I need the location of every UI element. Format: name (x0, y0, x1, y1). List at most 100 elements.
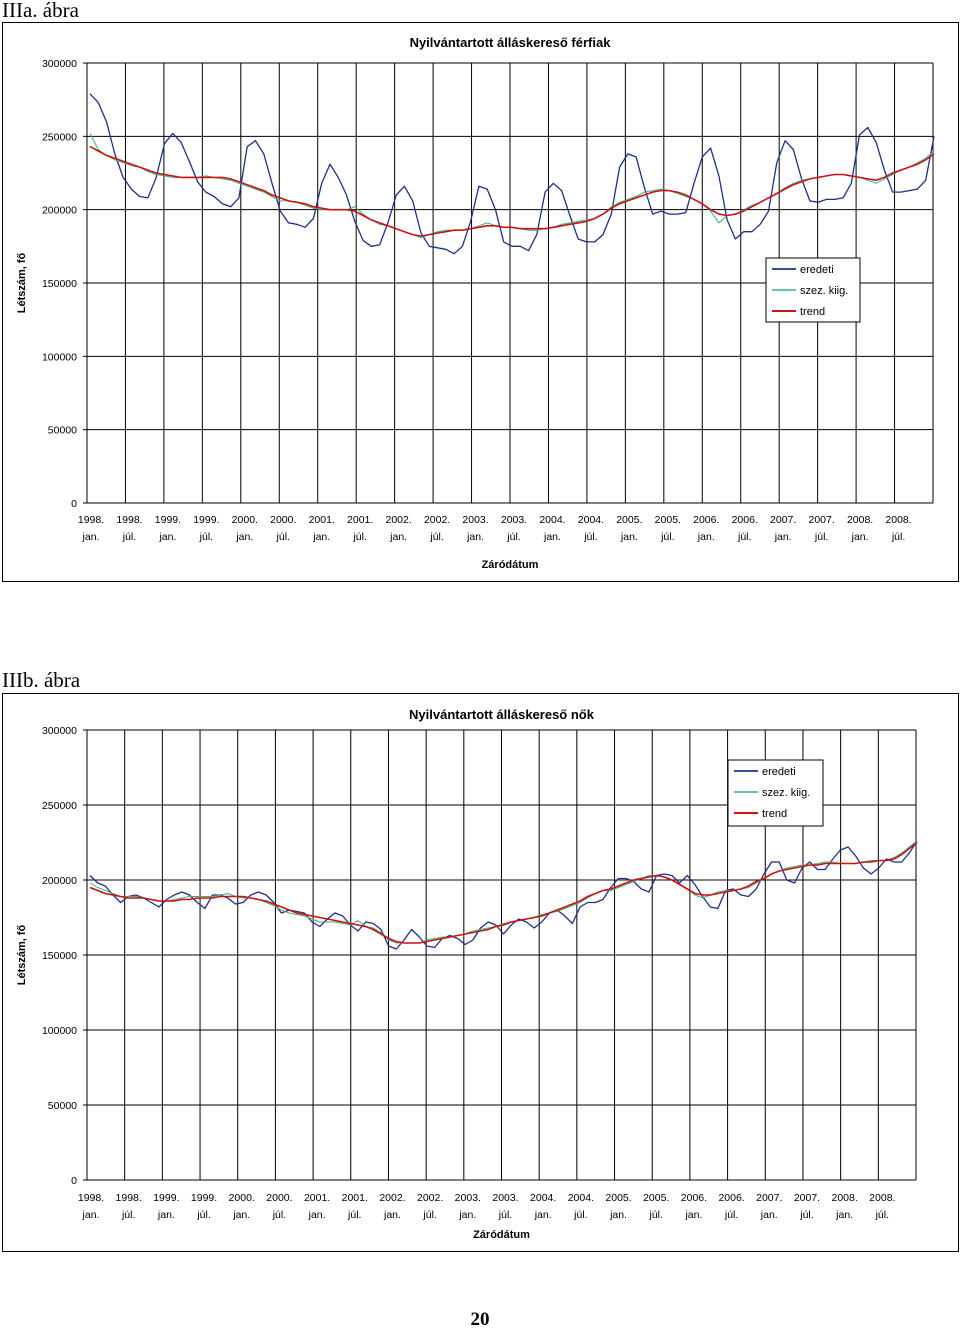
x-tick-label-month: jan. (308, 1209, 326, 1221)
x-tick-label-year: 2000. (229, 1192, 255, 1204)
x-tick-label-year: 2004. (578, 514, 604, 526)
x-tick-label-month: jan. (697, 531, 715, 543)
y-tick-label: 100000 (42, 1025, 77, 1037)
x-tick-label-month: jan. (458, 1209, 476, 1221)
x-tick-label-month: jan. (684, 1209, 702, 1221)
x-tick-label-month: júl. (429, 531, 443, 543)
x-tick-label-year: 2008. (869, 1192, 895, 1204)
x-tick-label-month: júl. (352, 531, 366, 543)
x-tick-label-month: jan. (851, 531, 869, 543)
x-tick-label-year: 2000. (232, 514, 258, 526)
page-number: 20 (470, 1309, 490, 1330)
x-tick-label-year: 2008. (831, 1192, 857, 1204)
x-tick-label-month: jan. (383, 1209, 401, 1221)
x-tick-label-year: 1998. (78, 1192, 104, 1204)
x-tick-label-month: jan. (157, 1209, 175, 1221)
y-axis-label: Létszám, fő (16, 252, 28, 313)
x-tick-label-year: 2006. (681, 1192, 707, 1204)
x-tick-label-year: 2007. (794, 1192, 820, 1204)
x-tick-label-year: 2002. (379, 1192, 405, 1204)
x-axis-label: Záródátum (473, 1229, 530, 1241)
x-axis-label: Záródátum (482, 559, 539, 571)
x-tick-label-year: 1999. (191, 1192, 217, 1204)
y-tick-label: 50000 (48, 425, 77, 437)
y-tick-label: 250000 (42, 800, 77, 812)
x-tick-label-month: júl. (506, 531, 520, 543)
x-tick-label-month: jan. (82, 531, 100, 543)
series-line-trend (89, 145, 935, 237)
x-tick-label-month: júl. (347, 1209, 361, 1221)
x-tick-label-year: 2006. (732, 514, 758, 526)
x-tick-label-month: júl. (276, 531, 290, 543)
x-tick-label-month: jan. (760, 1209, 778, 1221)
x-tick-label-year: 2001. (304, 1192, 330, 1204)
x-tick-label-month: júl. (737, 531, 751, 543)
series-line-szezkiig (89, 133, 935, 238)
legend-label: trend (800, 306, 825, 318)
x-tick-label-year: 2007. (770, 514, 796, 526)
y-tick-label: 300000 (42, 725, 77, 737)
x-tick-label-month: jan. (609, 1209, 627, 1221)
y-tick-label: 150000 (42, 950, 77, 962)
x-tick-label-month: jan. (389, 531, 407, 543)
x-tick-label-month: júl. (199, 531, 213, 543)
x-tick-label-month: júl. (724, 1209, 738, 1221)
x-tick-label-month: jan. (835, 1209, 853, 1221)
x-tick-label-month: júl. (891, 531, 905, 543)
legend-label: trend (762, 808, 787, 820)
y-tick-label: 150000 (42, 278, 77, 290)
y-tick-label: 50000 (48, 1100, 77, 1112)
chart-female-jobseekers: Nyilvántartott álláskereső nők 300000 2500… (2, 693, 959, 1252)
x-tick-label-year: 2007. (808, 514, 834, 526)
x-tick-label-year: 2001. (309, 514, 335, 526)
y-tick-label: 200000 (42, 205, 77, 217)
y-tick-label: 250000 (42, 131, 77, 143)
x-tick-label-month: júl. (875, 1209, 889, 1221)
x-tick-label-month: júl. (660, 531, 674, 543)
x-tick-label-month: jan. (620, 531, 638, 543)
legend-label: szez. kiig. (762, 787, 810, 799)
chart-title: Nyilvántartott álláskereső férfiak (410, 35, 612, 50)
x-tick-label-year: 1998. (116, 514, 142, 526)
x-tick-label-month: júl. (799, 1209, 813, 1221)
x-tick-label-year: 2000. (266, 1192, 292, 1204)
chart-svg-female: Nyilvántartott álláskereső nők 300000 2500… (16, 707, 918, 1241)
y-tick-label: 300000 (42, 58, 77, 70)
series-line-szezkiig (89, 840, 918, 944)
y-tick-label: 100000 (42, 351, 77, 363)
y-tick-label: 200000 (42, 875, 77, 887)
x-tick-label-year: 1998. (116, 1192, 142, 1204)
series-line-eredeti (89, 93, 935, 255)
x-tick-label-month: jan. (534, 1209, 552, 1221)
x-tick-label-year: 2006. (693, 514, 719, 526)
y-axis-label: Létszám, fő (16, 924, 28, 985)
y-tick-label: 0 (71, 498, 77, 510)
x-tick-label-month: jan. (466, 531, 484, 543)
x-tick-label-month: júl. (814, 531, 828, 543)
x-tick-label-year: 2002. (385, 514, 411, 526)
figure-caption-a: IIIa. ábra (2, 0, 79, 22)
x-tick-label-month: jan. (232, 1209, 250, 1221)
x-tick-label-month: júl. (122, 531, 136, 543)
series-line-trend (89, 841, 918, 944)
x-tick-label-year: 1999. (153, 1192, 179, 1204)
x-tick-label-year: 2003. (501, 514, 527, 526)
chart-male-jobseekers: Nyilvántartott álláskereső férfiak 300000… (2, 22, 959, 582)
chart-title: Nyilvántartott álláskereső nők (409, 707, 595, 722)
x-tick-label-year: 1998. (78, 514, 104, 526)
legend-label: eredeti (762, 766, 796, 778)
x-tick-label-year: 2003. (462, 514, 488, 526)
x-tick-label-year: 2007. (756, 1192, 782, 1204)
x-tick-label-year: 2002. (424, 514, 450, 526)
series-line-eredeti (89, 840, 918, 950)
x-tick-label-month: júl. (573, 1209, 587, 1221)
x-tick-label-year: 2008. (885, 514, 911, 526)
x-tick-label-year: 2004. (568, 1192, 594, 1204)
x-tick-label-month: júl. (121, 1209, 135, 1221)
legend-label: eredeti (800, 264, 834, 276)
x-tick-label-year: 2004. (539, 514, 565, 526)
x-tick-label-year: 2003. (455, 1192, 481, 1204)
x-tick-label-year: 2008. (847, 514, 873, 526)
figure-caption-b: IIIb. ábra (2, 668, 81, 692)
x-tick-label-year: 1999. (193, 514, 219, 526)
